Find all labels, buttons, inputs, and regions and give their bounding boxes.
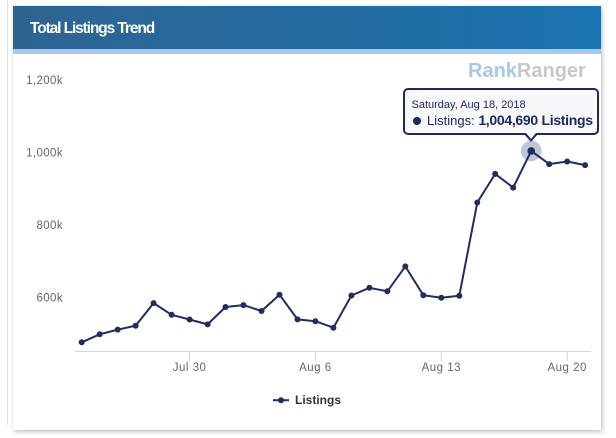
svg-text:1,000k: 1,000k [26,147,63,159]
svg-text:600k: 600k [36,293,63,305]
svg-text:Aug 6: Aug 6 [299,362,332,374]
svg-text:Aug 13: Aug 13 [422,362,461,374]
svg-text:800k: 800k [36,220,63,232]
svg-text:Aug 20: Aug 20 [547,362,586,374]
svg-text:1,200k: 1,200k [26,75,63,87]
svg-text:Jul 30: Jul 30 [173,362,207,374]
